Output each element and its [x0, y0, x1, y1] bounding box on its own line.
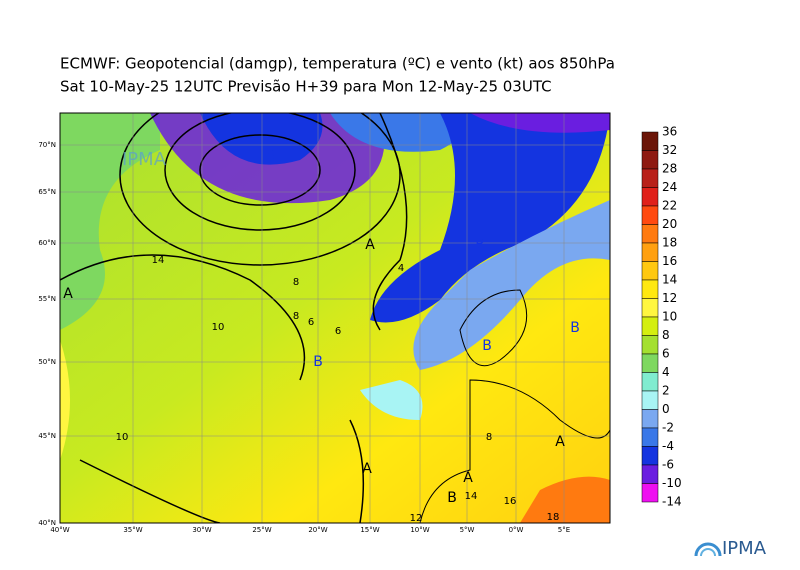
colorbar-cell: [641, 446, 659, 466]
lon-label: 15°W: [360, 526, 379, 534]
colorbar-label: 0: [662, 402, 670, 416]
colorbar-cell: [641, 427, 659, 447]
pressure-label: B: [475, 237, 485, 253]
lon-label: 30°W: [192, 526, 211, 534]
contour-label: 4: [398, 263, 404, 274]
colorbar-label: 6: [662, 347, 670, 361]
pressure-label: A: [63, 286, 73, 302]
subtitle: Sat 10-May-25 12UTC Previsão H+39 para M…: [60, 78, 552, 96]
lat-label: 55°N: [38, 295, 56, 303]
colorbar-label: 18: [662, 236, 677, 250]
lat-label: 60°N: [38, 239, 56, 247]
colorbar-label: 14: [662, 273, 677, 287]
pressure-label: B: [447, 490, 457, 506]
lat-label: 65°N: [38, 188, 56, 196]
contour-label: 10: [212, 322, 225, 333]
colorbar-label: 12: [662, 291, 677, 305]
pressure-label: A: [555, 434, 565, 450]
colorbar-label: 36: [662, 125, 677, 139]
pressure-label: A: [362, 461, 372, 477]
map-frame: [59, 112, 611, 524]
contour-label: 6: [335, 326, 341, 337]
colorbar-cell: [641, 224, 659, 244]
lon-label: 0°W: [509, 526, 524, 534]
contour-label: 8: [486, 432, 492, 443]
colorbar-label: 16: [662, 254, 677, 268]
colorbar-cell: [641, 242, 659, 262]
lon-label: 40°W: [50, 526, 69, 534]
colorbar-label: -6: [662, 458, 674, 472]
lon-label: 25°W: [252, 526, 271, 534]
contour-label: 8: [293, 311, 299, 322]
colorbar-label: 20: [662, 217, 677, 231]
pressure-label: B: [482, 338, 492, 354]
colorbar-cell: [641, 150, 659, 170]
colorbar-cell: [641, 131, 659, 151]
colorbar-cell: [641, 261, 659, 281]
lon-label: 5°W: [460, 526, 475, 534]
logo: IPMA: [694, 538, 767, 559]
colorbar-cell: [641, 464, 659, 484]
pressure-label: A: [463, 470, 473, 486]
colorbar-label: -14: [662, 495, 682, 509]
lat-label: 70°N: [38, 141, 56, 149]
colorbar-cell: [641, 372, 659, 392]
contour-label: 16: [504, 496, 517, 507]
contour-label: 10: [116, 432, 129, 443]
contour-label: 14: [152, 255, 165, 266]
colorbar-label: -10: [662, 476, 682, 490]
colorbar-cell: [641, 187, 659, 207]
title: ECMWF: Geopotencial (damgp), temperatura…: [60, 55, 615, 73]
colorbar-label: 22: [662, 199, 677, 213]
colorbar-label: 28: [662, 162, 677, 176]
colorbar-label: 2: [662, 384, 670, 398]
colorbar-cell: [641, 298, 659, 318]
colorbar-cell: [641, 279, 659, 299]
lat-label: 45°N: [38, 432, 56, 440]
colorbar-cell: [641, 390, 659, 410]
colorbar-cell: [641, 409, 659, 429]
lon-label: 5°E: [558, 526, 570, 534]
watermark: IPMA: [122, 149, 167, 170]
colorbar-label: -2: [662, 421, 674, 435]
contour-label: 8: [293, 277, 299, 288]
lon-label: 10°W: [410, 526, 429, 534]
pressure-label: B: [265, 148, 275, 164]
colorbar-label: 8: [662, 328, 670, 342]
colorbar-cell: [641, 316, 659, 336]
colorbar-label: -4: [662, 439, 674, 453]
colorbar-cell: [641, 483, 659, 503]
contour-label: 12: [410, 513, 423, 524]
lon-label: 35°W: [123, 526, 142, 534]
colorbar-label: 24: [662, 180, 677, 194]
pressure-label: A: [365, 237, 375, 253]
lon-label: 20°W: [308, 526, 327, 534]
lat-label: 50°N: [38, 358, 56, 366]
contour-label: 14: [465, 491, 478, 502]
lat-label: 40°N: [38, 519, 56, 527]
colorbar-label: 4: [662, 365, 670, 379]
pressure-label: B: [313, 354, 323, 370]
colorbar-cell: [641, 335, 659, 355]
colorbar-cell: [641, 353, 659, 373]
contour-label: 6: [308, 317, 314, 328]
contour-label: 18: [547, 512, 560, 523]
pressure-label: B: [570, 320, 580, 336]
logo-text: IPMA: [722, 538, 767, 559]
colorbar-cell: [641, 168, 659, 188]
colorbar-cell: [641, 205, 659, 225]
colorbar-label: 10: [662, 310, 677, 324]
colorbar-label: 32: [662, 143, 677, 157]
